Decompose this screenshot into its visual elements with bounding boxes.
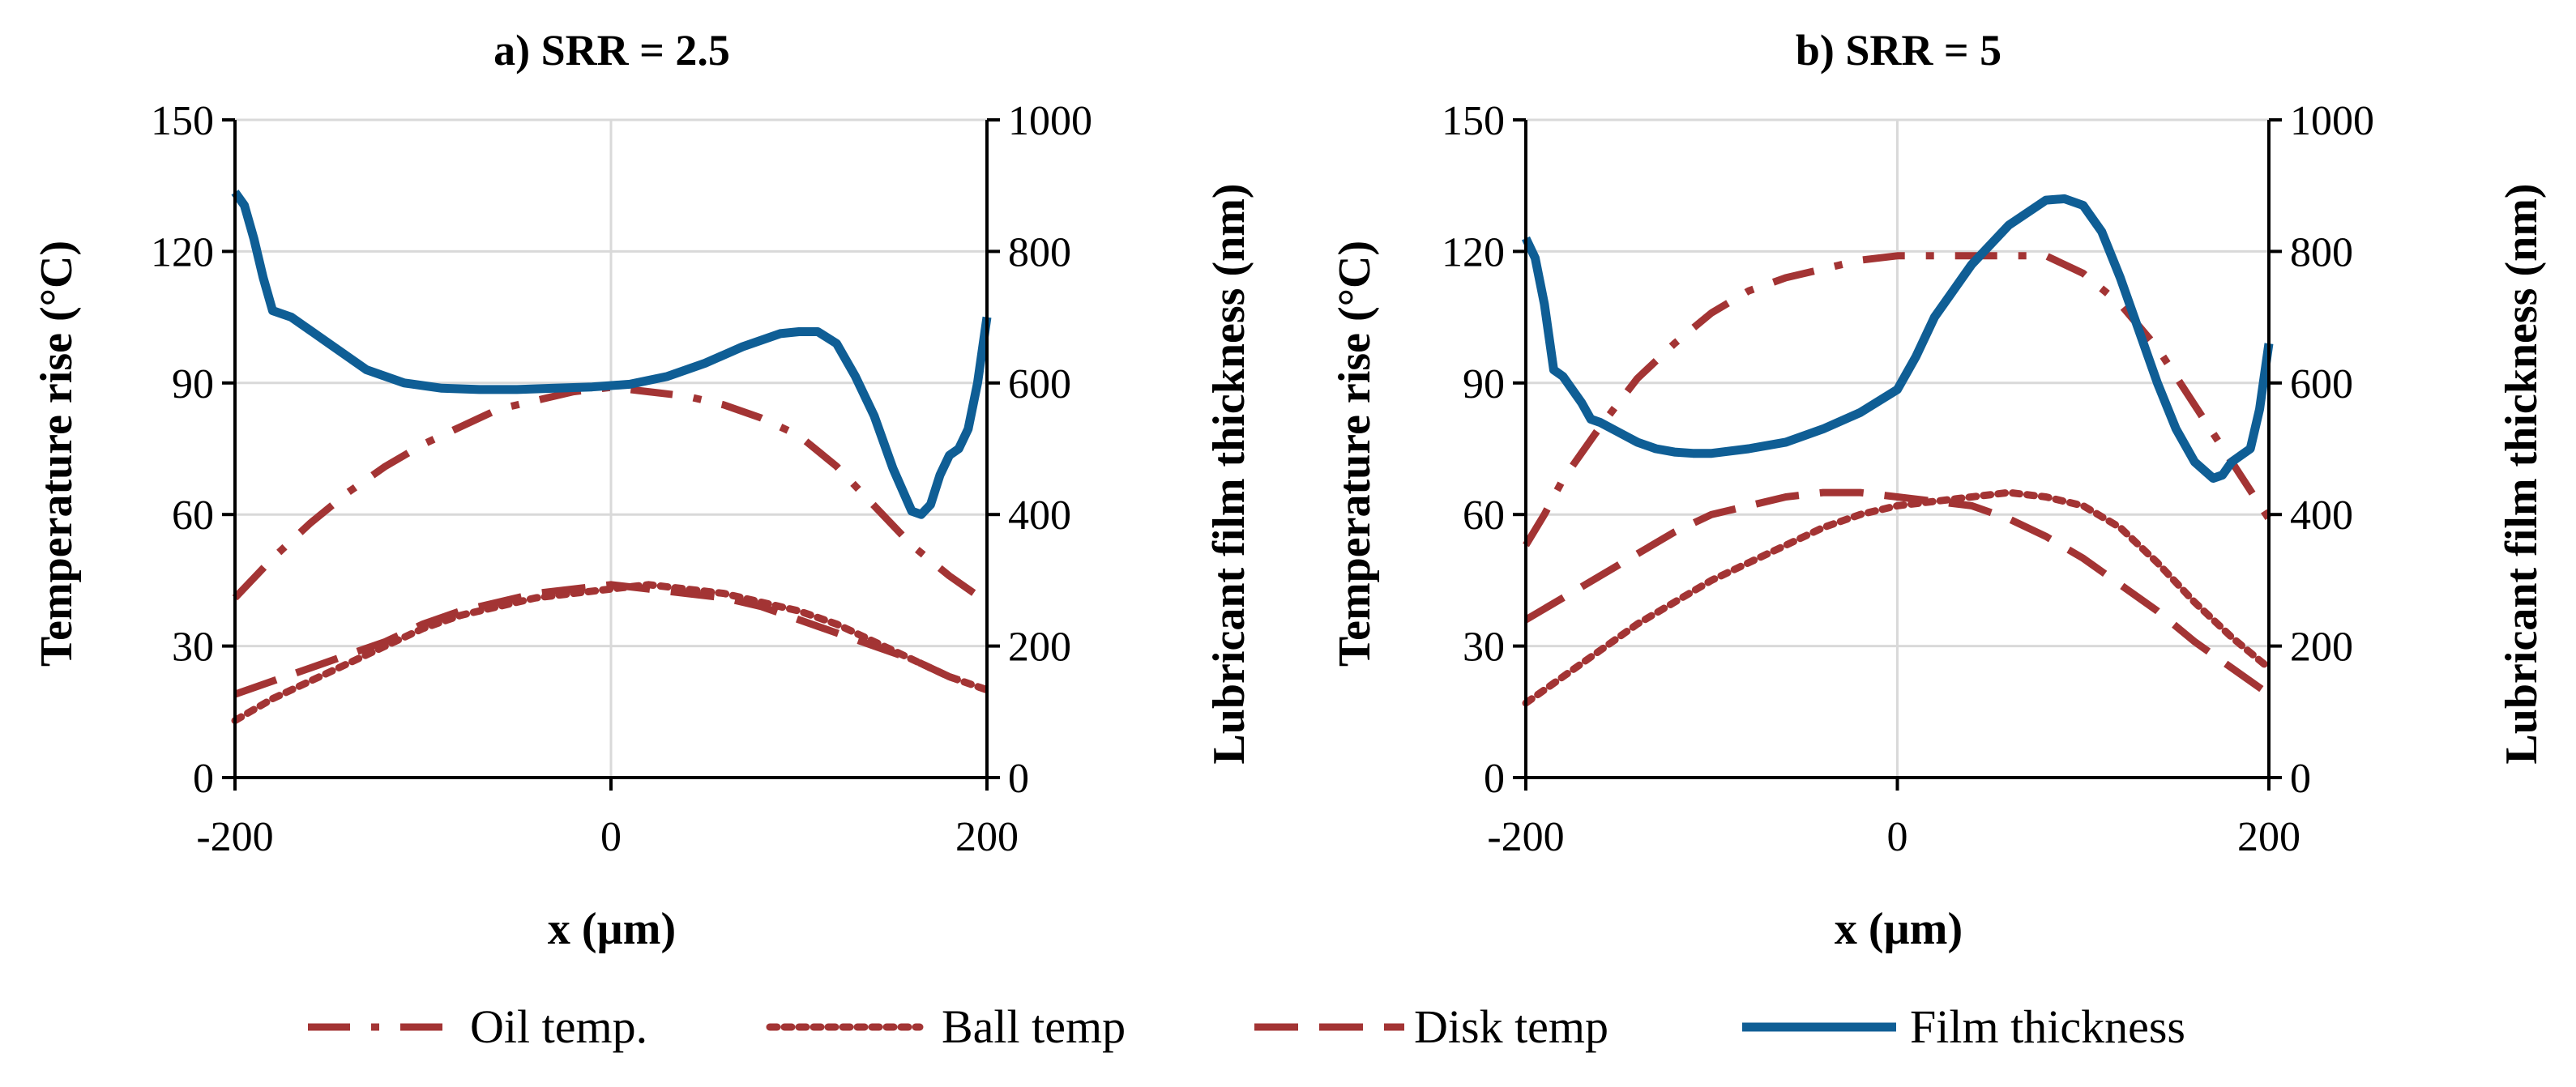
x-tick-label: -200 bbox=[1487, 814, 1564, 860]
y-tick-label: 60 bbox=[1463, 492, 1505, 539]
series-line-film-thickness bbox=[1522, 194, 2274, 483]
y-tick-label: 0 bbox=[193, 756, 214, 802]
y2-tick-label: 200 bbox=[2290, 624, 2353, 671]
legend-label-oil-temp: Oil temp. bbox=[470, 1000, 647, 1053]
y-tick-label: 0 bbox=[1484, 756, 1505, 802]
y-axis-label: Temperature rise (°C) bbox=[32, 241, 82, 667]
y2-tick-label: 0 bbox=[2290, 756, 2311, 802]
y-tick-label: 30 bbox=[172, 624, 214, 671]
gridlines bbox=[1524, 118, 2271, 779]
series-line-film-thickness bbox=[231, 190, 992, 519]
series-line-ball-temp bbox=[231, 581, 991, 725]
x-tick-label: 0 bbox=[1887, 814, 1908, 860]
chart-panel-a: a) SRR = 2.5 0 30 60 90 120 150 0 200 400 600 800 1… bbox=[32, 26, 1254, 954]
x-axis-label: x (µm) bbox=[548, 904, 676, 954]
tick-labels: 0 30 60 90 120 150 0 200 400 600 800 1000 -200 0 200 bbox=[151, 98, 1092, 860]
series-line-disk-temp bbox=[233, 581, 989, 698]
legend-item-ball-temp: Ball temp bbox=[766, 1000, 1126, 1053]
series-group bbox=[1522, 194, 2274, 707]
x-tick-label: -200 bbox=[196, 814, 273, 860]
y-tick-label: 150 bbox=[1442, 98, 1505, 144]
y-tick-label: 90 bbox=[1463, 361, 1505, 407]
tick-labels: 0 30 60 90 120 150 0 200 400 600 800 1000 -200 0 200 bbox=[1442, 98, 2374, 860]
y-tick-label: 90 bbox=[172, 361, 214, 407]
series-line-ball-temp bbox=[1522, 488, 2273, 707]
y2-tick-label: 1000 bbox=[2290, 98, 2374, 144]
y-tick-label: 120 bbox=[151, 229, 214, 275]
series-group bbox=[231, 190, 992, 725]
y2-axis-label: Lubricant film thickness (nm) bbox=[1204, 183, 1254, 764]
x-tick-label: 200 bbox=[955, 814, 1019, 860]
legend-label-film-thickness: Film thickness bbox=[1910, 1000, 2185, 1053]
y2-tick-label: 600 bbox=[2290, 361, 2353, 407]
axes bbox=[222, 118, 1000, 791]
legend-label-disk-temp: Disk temp bbox=[1414, 1000, 1608, 1053]
y2-tick-label: 400 bbox=[1008, 492, 1071, 539]
y2-tick-label: 600 bbox=[1008, 361, 1071, 407]
y2-tick-label: 800 bbox=[1008, 229, 1071, 275]
x-tick-label: 0 bbox=[600, 814, 622, 860]
legend-item-oil-temp: Oil temp. bbox=[308, 1000, 647, 1053]
chart-title: a) SRR = 2.5 bbox=[493, 26, 730, 75]
y2-tick-label: 800 bbox=[2290, 229, 2353, 275]
legend: Oil temp. Ball temp Disk temp Film thick… bbox=[308, 1000, 2185, 1053]
y2-tick-label: 0 bbox=[1008, 756, 1029, 802]
y2-axis-label: Lubricant film thickness (nm) bbox=[2497, 183, 2547, 764]
legend-item-film-thickness: Film thickness bbox=[1742, 1000, 2185, 1053]
y-axis-label: Temperature rise (°C) bbox=[1330, 241, 1380, 667]
legend-label-ball-temp: Ball temp bbox=[942, 1000, 1126, 1053]
y-tick-label: 150 bbox=[151, 98, 214, 144]
y-tick-label: 30 bbox=[1463, 624, 1505, 671]
y2-tick-label: 400 bbox=[2290, 492, 2353, 539]
y-tick-label: 120 bbox=[1442, 229, 1505, 275]
y2-tick-label: 1000 bbox=[1008, 98, 1092, 144]
y2-tick-label: 200 bbox=[1008, 624, 1071, 671]
chart-panel-b: b) SRR = 5 0 30 60 90 120 150 0 200 400 600 800 100… bbox=[1330, 26, 2547, 954]
x-axis-label: x (µm) bbox=[1835, 904, 1963, 954]
chart-title: b) SRR = 5 bbox=[1796, 26, 2001, 75]
x-tick-label: 200 bbox=[2237, 814, 2300, 860]
series-line-disk-temp bbox=[1523, 488, 2271, 697]
legend-item-disk-temp: Disk temp bbox=[1254, 1000, 1608, 1053]
gridlines bbox=[233, 118, 989, 779]
y-tick-label: 60 bbox=[172, 492, 214, 539]
axes bbox=[1513, 118, 2282, 791]
